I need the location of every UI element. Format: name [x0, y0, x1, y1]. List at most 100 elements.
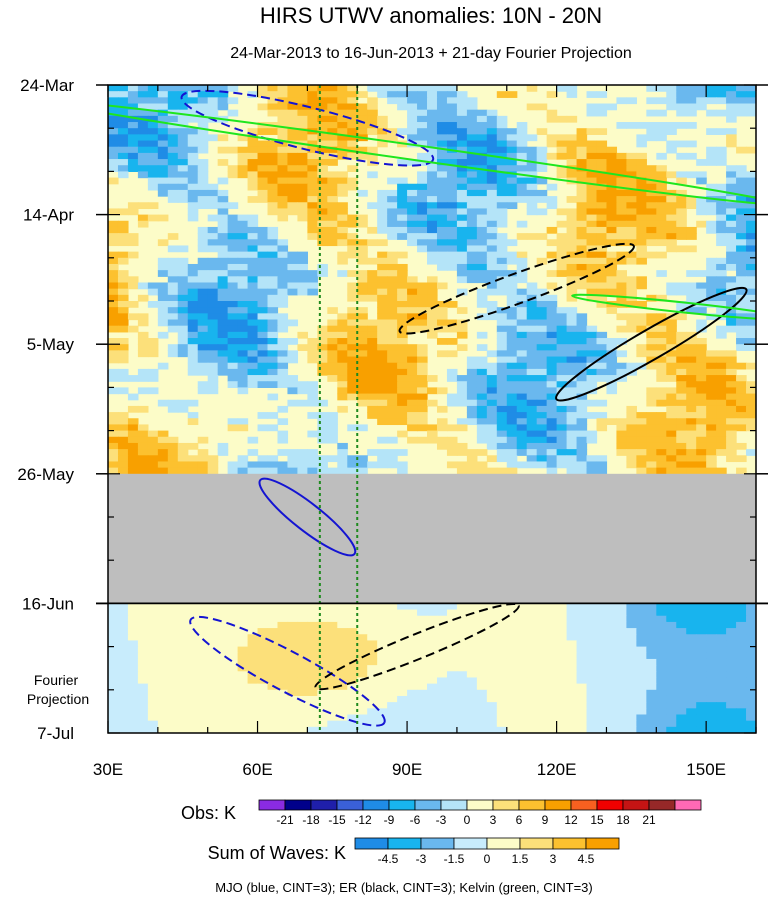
heat-cell	[466, 220, 478, 228]
heat-cell	[317, 115, 328, 123]
heat-cell	[596, 220, 608, 228]
projection-cell	[207, 652, 219, 660]
heat-cell	[287, 356, 299, 364]
heat-cell	[357, 109, 368, 117]
heat-cell	[646, 393, 657, 401]
heat-cell	[516, 140, 528, 148]
heat-cell	[636, 344, 647, 351]
heat-cell	[506, 455, 518, 463]
projection-cell	[716, 683, 727, 691]
projection-cell	[387, 609, 398, 617]
heat-cell	[127, 152, 139, 160]
projection-cell	[546, 708, 558, 716]
heat-cell	[177, 177, 189, 185]
heat-cell	[506, 239, 518, 247]
projection-cell	[446, 640, 458, 648]
projection-cell	[646, 634, 657, 642]
projection-cell	[636, 634, 647, 642]
projection-cell	[726, 621, 737, 629]
heat-cell	[147, 430, 159, 438]
mjo-contour	[189, 615, 386, 727]
heat-cell	[417, 115, 428, 123]
heat-cell	[556, 85, 568, 92]
projection-cell	[726, 646, 737, 654]
heat-cell	[327, 134, 338, 142]
heat-cell	[546, 455, 558, 463]
heat-cell	[147, 171, 159, 179]
heat-cell	[167, 128, 179, 135]
projection-cell	[177, 726, 189, 733]
heat-cell	[446, 325, 458, 333]
heat-cell	[436, 325, 448, 333]
projection-cell	[746, 634, 756, 642]
heat-cell	[277, 362, 289, 370]
projection-cell	[546, 720, 558, 728]
heat-cell	[696, 270, 707, 277]
heat-cell	[576, 257, 588, 265]
heat-cell	[636, 467, 647, 475]
heat-cell	[596, 270, 608, 277]
heat-cell	[108, 140, 119, 148]
heat-cell	[297, 467, 308, 475]
heat-cell	[108, 251, 119, 259]
projection-cell	[686, 652, 697, 660]
heat-cell	[367, 399, 378, 407]
heat-cell	[486, 405, 498, 413]
projection-cell	[676, 683, 687, 691]
projection-cell	[157, 665, 169, 672]
heat-cell	[556, 325, 568, 333]
projection-cell	[357, 714, 368, 722]
heat-cell	[676, 399, 687, 407]
heat-cell	[147, 214, 159, 222]
heat-cell	[686, 449, 697, 456]
heat-cell	[516, 159, 528, 166]
projection-cell	[716, 677, 727, 685]
heat-cell	[167, 307, 179, 314]
heat-cell	[516, 276, 528, 284]
heat-cell	[397, 362, 408, 370]
heat-cell	[397, 375, 408, 382]
heat-cell	[287, 122, 299, 129]
heat-cell	[726, 134, 737, 142]
heat-cell	[526, 362, 538, 370]
heat-cell	[367, 381, 378, 388]
projection-cell	[367, 603, 378, 611]
heat-cell	[237, 418, 249, 426]
heat-cell	[466, 449, 478, 456]
heat-cell	[446, 338, 458, 345]
heat-cell	[636, 165, 647, 172]
projection-cell	[167, 658, 179, 666]
projection-cell	[646, 665, 657, 672]
heat-cell	[716, 202, 727, 210]
heat-cell	[486, 214, 498, 222]
heat-cell	[317, 189, 328, 197]
heat-cell	[167, 245, 179, 253]
heat-cell	[456, 220, 468, 228]
projection-cell	[147, 695, 159, 703]
projection-cell	[337, 683, 348, 691]
heat-cell	[606, 381, 618, 388]
projection-cell	[157, 708, 169, 716]
heat-cell	[506, 301, 518, 308]
heat-cell	[616, 220, 627, 228]
projection-cell	[177, 689, 189, 697]
projection-cell	[167, 726, 179, 733]
heat-cell	[117, 140, 129, 148]
projection-cell	[347, 671, 358, 679]
heat-cell	[227, 362, 239, 370]
heat-cell	[726, 418, 737, 426]
heat-cell	[147, 288, 159, 296]
heat-cell	[616, 424, 627, 432]
projection-cell	[576, 609, 588, 617]
heat-cell	[556, 319, 568, 327]
heat-cell	[496, 134, 508, 142]
projection-cell	[686, 640, 697, 648]
heat-cell	[666, 424, 677, 432]
heat-cell	[157, 399, 169, 407]
heat-cell	[277, 239, 289, 247]
heat-cell	[247, 251, 259, 259]
projection-cell	[476, 609, 488, 617]
heat-cell	[287, 202, 299, 210]
heat-cell	[387, 331, 398, 339]
heat-cell	[337, 177, 348, 185]
